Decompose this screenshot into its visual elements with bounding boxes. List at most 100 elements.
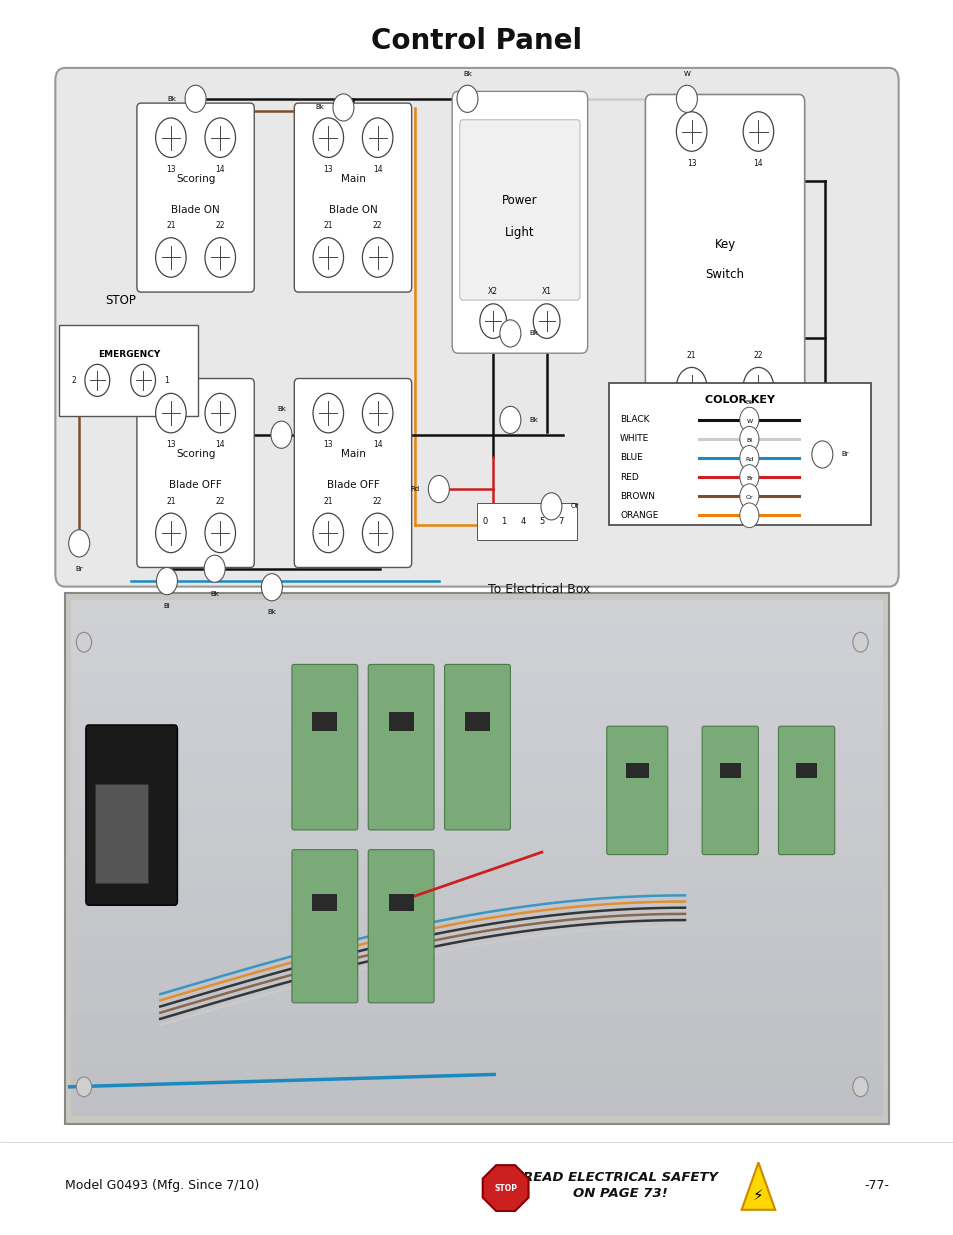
Text: Bk: Bk	[462, 70, 472, 77]
Bar	[476, 503, 577, 540]
Circle shape	[811, 441, 832, 468]
Bar	[71, 988, 882, 1013]
FancyBboxPatch shape	[59, 325, 198, 416]
Text: X1: X1	[541, 288, 551, 296]
FancyBboxPatch shape	[644, 95, 804, 424]
Bar	[71, 678, 882, 704]
Bar	[313, 711, 337, 731]
Bar	[608, 383, 870, 525]
Text: 1: 1	[164, 375, 169, 385]
Text: Br: Br	[841, 452, 848, 457]
Circle shape	[76, 1077, 91, 1097]
Text: Bl: Bl	[745, 438, 752, 443]
Text: Bk: Bk	[529, 331, 537, 336]
Text: Blade OFF: Blade OFF	[169, 480, 222, 490]
FancyBboxPatch shape	[55, 68, 898, 587]
Circle shape	[852, 1077, 867, 1097]
Bar	[71, 626, 882, 652]
Bar	[71, 1065, 882, 1091]
Text: 14: 14	[215, 441, 225, 450]
Bar	[71, 652, 882, 678]
Text: To Electrical Box: To Electrical Box	[487, 583, 590, 595]
Circle shape	[271, 421, 292, 448]
Text: READ ELECTRICAL SAFETY
ON PAGE 73!: READ ELECTRICAL SAFETY ON PAGE 73!	[522, 1171, 717, 1200]
Text: 21: 21	[166, 221, 175, 230]
Text: 13: 13	[166, 441, 175, 450]
Circle shape	[479, 304, 506, 338]
Text: 13: 13	[166, 165, 175, 174]
Circle shape	[155, 394, 186, 433]
Text: 21: 21	[323, 496, 333, 506]
Circle shape	[362, 394, 393, 433]
Text: EMERGENCY: EMERGENCY	[97, 350, 160, 359]
Text: 22: 22	[215, 221, 225, 230]
Circle shape	[205, 394, 235, 433]
Circle shape	[499, 320, 520, 347]
Text: Blade ON: Blade ON	[171, 205, 220, 215]
Text: 7: 7	[558, 516, 563, 526]
Text: Key: Key	[714, 238, 735, 251]
Text: Control Panel: Control Panel	[371, 27, 582, 54]
Text: Scoring: Scoring	[175, 450, 215, 459]
Circle shape	[740, 464, 759, 489]
Bar	[71, 806, 882, 832]
Bar	[71, 1013, 882, 1039]
Text: 13: 13	[323, 441, 333, 450]
Text: 22: 22	[753, 351, 762, 359]
Text: Model G0493 (Mfg. Since 7/10): Model G0493 (Mfg. Since 7/10)	[65, 1179, 259, 1192]
Text: Br: Br	[745, 477, 752, 482]
Text: 21: 21	[686, 351, 696, 359]
Circle shape	[155, 238, 186, 278]
Text: 14: 14	[373, 441, 382, 450]
FancyBboxPatch shape	[701, 726, 758, 855]
Text: BLUE: BLUE	[619, 453, 642, 462]
Text: Main: Main	[340, 450, 365, 459]
Text: Bk: Bk	[529, 417, 537, 422]
Text: Bl: Bl	[163, 604, 171, 609]
Text: Rd: Rd	[744, 457, 753, 462]
Circle shape	[131, 364, 155, 396]
Text: Or: Or	[570, 504, 578, 509]
Text: ORANGE: ORANGE	[619, 511, 658, 520]
Text: 14: 14	[215, 165, 225, 174]
Circle shape	[85, 364, 110, 396]
Circle shape	[362, 119, 393, 158]
Circle shape	[456, 85, 477, 112]
Text: Br: Br	[75, 566, 83, 572]
Circle shape	[313, 514, 343, 553]
Bar	[71, 884, 882, 910]
Bar	[795, 763, 816, 778]
Bar	[71, 729, 882, 755]
Text: BROWN: BROWN	[619, 492, 655, 500]
Circle shape	[155, 119, 186, 158]
Text: -77-: -77-	[863, 1179, 888, 1192]
Circle shape	[676, 112, 706, 152]
Circle shape	[740, 503, 759, 527]
Circle shape	[69, 530, 90, 557]
Bar	[71, 600, 882, 1116]
Bar	[625, 763, 648, 778]
Text: 13: 13	[323, 165, 333, 174]
Bar	[313, 894, 337, 911]
Circle shape	[313, 238, 343, 278]
Text: W: W	[745, 419, 752, 424]
Circle shape	[313, 119, 343, 158]
Text: 22: 22	[373, 221, 382, 230]
Circle shape	[156, 568, 177, 595]
Polygon shape	[740, 1162, 775, 1210]
Bar	[71, 858, 882, 884]
FancyBboxPatch shape	[292, 850, 357, 1003]
Text: Or: Or	[745, 495, 752, 500]
Circle shape	[428, 475, 449, 503]
Text: Bk: Bk	[168, 96, 176, 101]
FancyBboxPatch shape	[86, 725, 177, 905]
Bar	[465, 711, 490, 731]
Text: STOP: STOP	[494, 1183, 517, 1193]
FancyBboxPatch shape	[606, 726, 667, 855]
Circle shape	[204, 556, 225, 583]
FancyBboxPatch shape	[137, 379, 253, 568]
Bar	[71, 755, 882, 781]
Text: Bk: Bk	[210, 592, 219, 597]
Text: Scoring: Scoring	[175, 174, 215, 184]
Text: 22: 22	[215, 496, 225, 506]
